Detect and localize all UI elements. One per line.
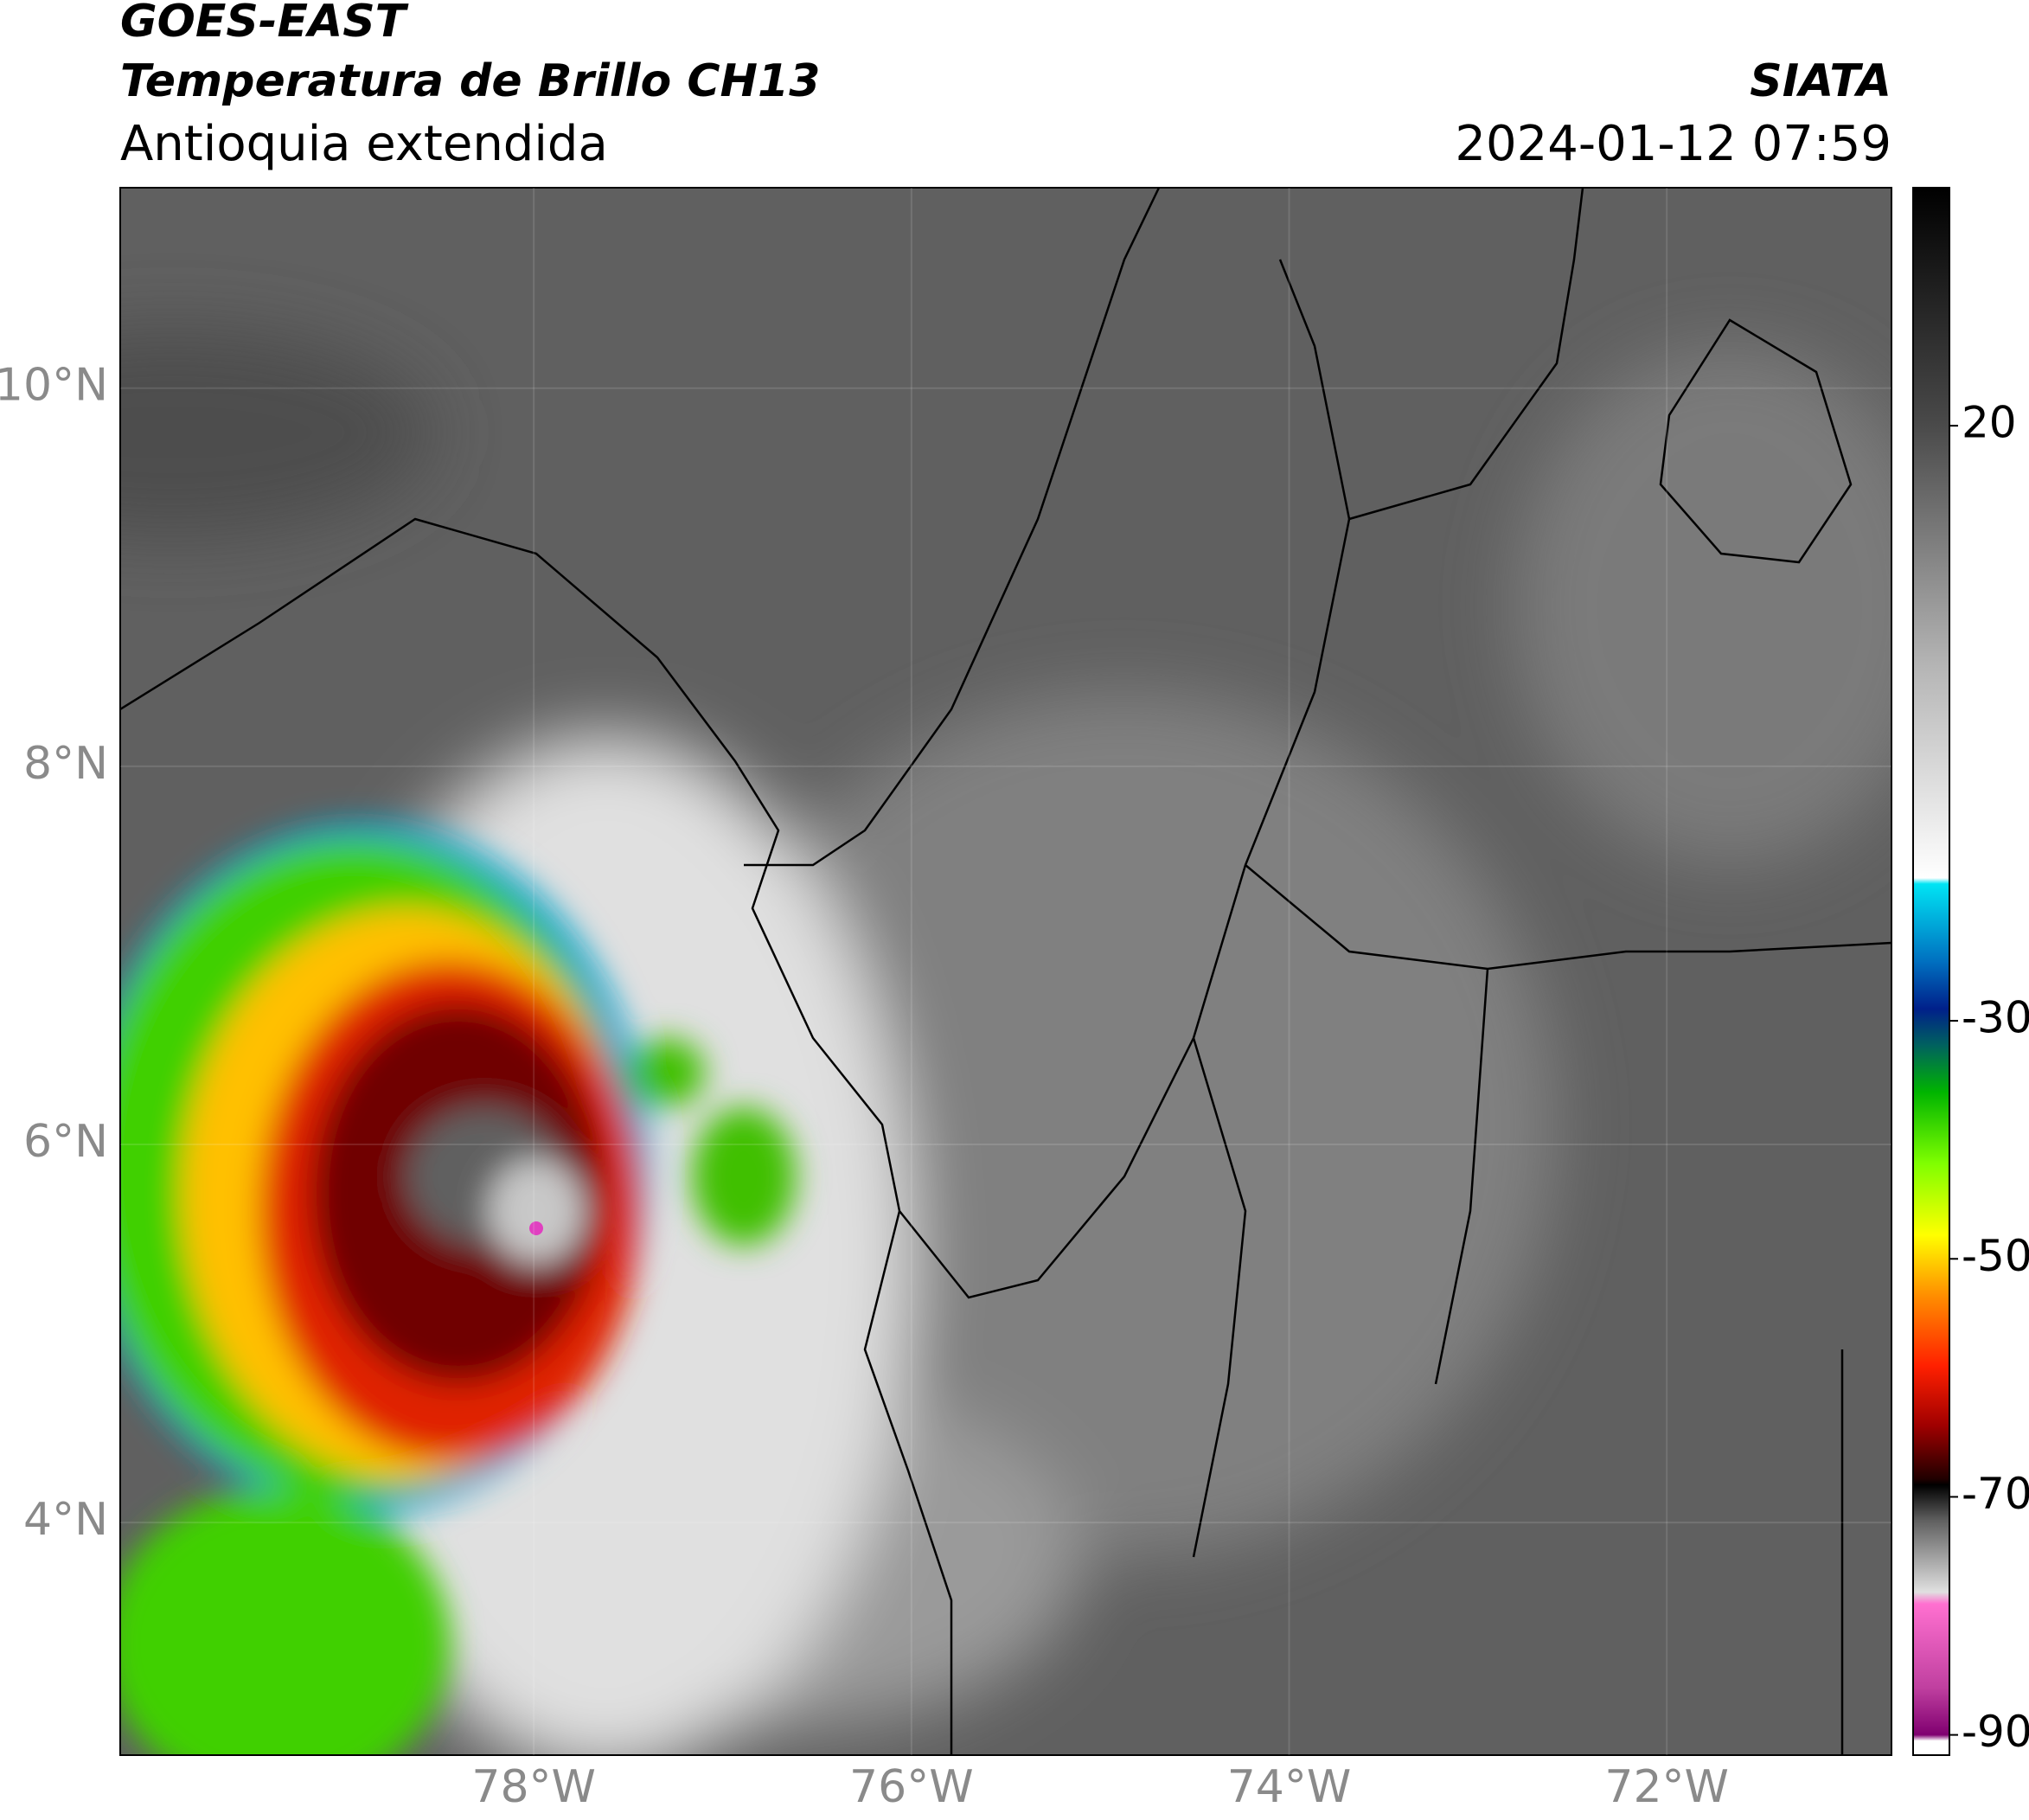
colorbar-tick-label: -70 (1962, 1469, 2029, 1519)
lon-tick-label: 78°W (471, 1761, 596, 1813)
region: Antioquia extendida (120, 116, 608, 172)
satellite-image (120, 188, 1891, 1755)
lon-tick-label: 76°W (849, 1761, 974, 1813)
lat-tick-label: 8°N (23, 738, 108, 790)
lat-tick-label: 4°N (23, 1494, 108, 1546)
colorbar (1912, 187, 1950, 1756)
datetime: 2024-01-12 07:59 (1455, 116, 1891, 172)
colorbar-tick-label: 20 (1962, 398, 2017, 448)
graticule (120, 188, 1891, 1755)
colorbar-tick-label: -90 (1962, 1707, 2029, 1757)
lat-tick-label: 10°N (0, 360, 108, 412)
map-frame (119, 187, 1892, 1756)
title: GOES-EAST (120, 0, 409, 48)
source: SIATA (1750, 55, 1891, 107)
colorbar-tick-label: -50 (1962, 1231, 2029, 1281)
lon-tick-label: 74°W (1227, 1761, 1352, 1813)
lat-tick-label: 6°N (23, 1116, 108, 1168)
lon-tick-label: 72°W (1604, 1761, 1729, 1813)
colorbar-tick-label: -30 (1962, 993, 2029, 1043)
subtitle: Temperatura de Brillo CH13 (120, 55, 820, 107)
